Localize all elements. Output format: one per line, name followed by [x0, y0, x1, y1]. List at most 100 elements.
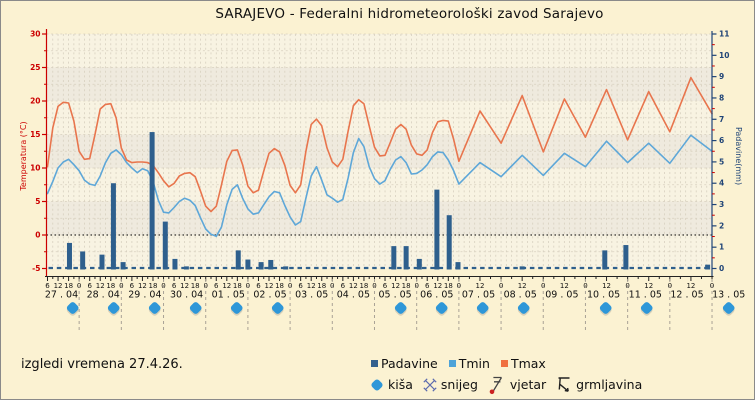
legend-symbols: kiša snijeg vjetar grmljavina [369, 374, 642, 395]
padavine-swatch-icon [371, 360, 378, 367]
svg-text:18: 18 [317, 282, 326, 290]
svg-text:4: 4 [719, 179, 724, 188]
svg-text:6: 6 [341, 282, 346, 290]
svg-text:06 . 05: 06 . 05 [420, 290, 453, 301]
svg-text:6: 6 [130, 282, 135, 290]
rain-icon [189, 302, 202, 316]
rain-icon [599, 302, 612, 316]
svg-text:12: 12 [560, 282, 569, 290]
svg-text:Temperatura (°C): Temperatura (°C) [19, 121, 28, 191]
svg-text:8: 8 [719, 93, 724, 102]
svg-text:08 . 05: 08 . 05 [504, 290, 537, 301]
svg-text:12: 12 [644, 282, 653, 290]
legend-label: vjetar [509, 377, 547, 392]
svg-text:6: 6 [87, 282, 92, 290]
legend-series: Padavine Tmin Tmax [371, 356, 546, 371]
svg-text:12: 12 [222, 282, 231, 290]
svg-text:-5: -5 [32, 264, 40, 273]
svg-text:1: 1 [719, 243, 724, 252]
legend-item-snijeg: snijeg [422, 377, 478, 393]
rain-icon [435, 302, 448, 316]
rain-icon [271, 302, 284, 316]
svg-text:18: 18 [233, 282, 242, 290]
svg-text:6: 6 [298, 282, 303, 290]
svg-text:20: 20 [30, 97, 40, 106]
legend-label: snijeg [440, 377, 478, 392]
svg-text:12: 12 [180, 282, 189, 290]
svg-text:12: 12 [349, 282, 358, 290]
svg-text:6: 6 [45, 282, 50, 290]
legend-label: Tmin [458, 356, 490, 371]
svg-text:02 . 05: 02 . 05 [253, 290, 286, 301]
svg-text:6: 6 [172, 282, 177, 290]
svg-text:6: 6 [214, 282, 219, 290]
forecast-note: izgledi vremena 27.4.26. [21, 357, 183, 372]
svg-text:18: 18 [64, 282, 73, 290]
rain-icon [640, 302, 653, 316]
svg-text:6: 6 [425, 282, 430, 290]
svg-text:10: 10 [30, 164, 40, 173]
svg-text:12: 12 [433, 282, 442, 290]
svg-text:12: 12 [307, 282, 316, 290]
svg-text:5: 5 [35, 197, 40, 206]
svg-text:04 . 05: 04 . 05 [337, 290, 370, 301]
svg-text:11 . 05: 11 . 05 [629, 290, 662, 301]
svg-text:12: 12 [265, 282, 274, 290]
svg-text:29 . 04: 29 . 04 [128, 290, 161, 301]
svg-text:28 . 04: 28 . 04 [87, 290, 120, 301]
svg-text:12: 12 [686, 282, 695, 290]
svg-text:0: 0 [35, 231, 40, 240]
svg-text:10 . 05: 10 . 05 [587, 290, 620, 301]
rain-icon [722, 302, 735, 316]
rain-icon [371, 378, 383, 391]
svg-text:9: 9 [719, 72, 724, 81]
legend-item-vjetar: vjetar [487, 374, 546, 395]
svg-text:18: 18 [191, 282, 200, 290]
svg-text:5: 5 [719, 157, 724, 166]
svg-text:6: 6 [383, 282, 388, 290]
svg-text:18: 18 [149, 282, 158, 290]
svg-text:18: 18 [275, 282, 284, 290]
snowflake-icon [423, 377, 437, 392]
svg-text:13 . 05: 13 . 05 [712, 290, 745, 301]
legend-label: kiša [388, 377, 413, 392]
page-title: SARAJEVO - Federalni hidrometeorološki z… [215, 6, 604, 22]
tmax-swatch-icon [500, 360, 508, 367]
svg-text:15: 15 [30, 130, 40, 139]
legend-item-kisa: kiša [369, 377, 413, 393]
rain-icon [66, 302, 79, 316]
svg-text:07 . 05: 07 . 05 [462, 290, 495, 301]
svg-text:30: 30 [30, 30, 40, 39]
svg-text:6: 6 [719, 136, 724, 145]
rain-icon [107, 302, 120, 316]
svg-text:Padavine(mm): Padavine(mm) [734, 127, 743, 185]
svg-text:03 . 05: 03 . 05 [295, 290, 328, 301]
svg-text:18: 18 [106, 282, 115, 290]
wind-barb-icon [489, 376, 502, 395]
svg-text:25: 25 [30, 63, 40, 72]
svg-text:09 . 05: 09 . 05 [545, 290, 578, 301]
legend-label: Padavine [381, 356, 438, 371]
svg-text:18: 18 [444, 282, 453, 290]
svg-text:30 . 04: 30 . 04 [170, 290, 203, 301]
svg-text:0: 0 [719, 264, 724, 273]
svg-text:6: 6 [256, 282, 261, 290]
svg-text:12: 12 [54, 282, 63, 290]
svg-text:10: 10 [719, 51, 729, 60]
svg-text:7: 7 [719, 115, 724, 124]
legend-item-tmin: Tmin [448, 356, 490, 371]
rain-icon [230, 302, 243, 316]
legend-label: Tmax [510, 356, 546, 371]
legend-label: grmljavina [576, 377, 643, 392]
legend-item-padavine: Padavine [371, 356, 438, 371]
svg-text:12: 12 [602, 282, 611, 290]
rain-icon [394, 302, 407, 316]
rain-icon [476, 302, 489, 316]
thunder-icon [558, 377, 570, 392]
svg-text:01 . 05: 01 . 05 [212, 290, 245, 301]
rain-icon [517, 302, 530, 316]
svg-text:3: 3 [719, 200, 724, 209]
svg-text:2: 2 [719, 221, 724, 230]
svg-text:18: 18 [402, 282, 411, 290]
